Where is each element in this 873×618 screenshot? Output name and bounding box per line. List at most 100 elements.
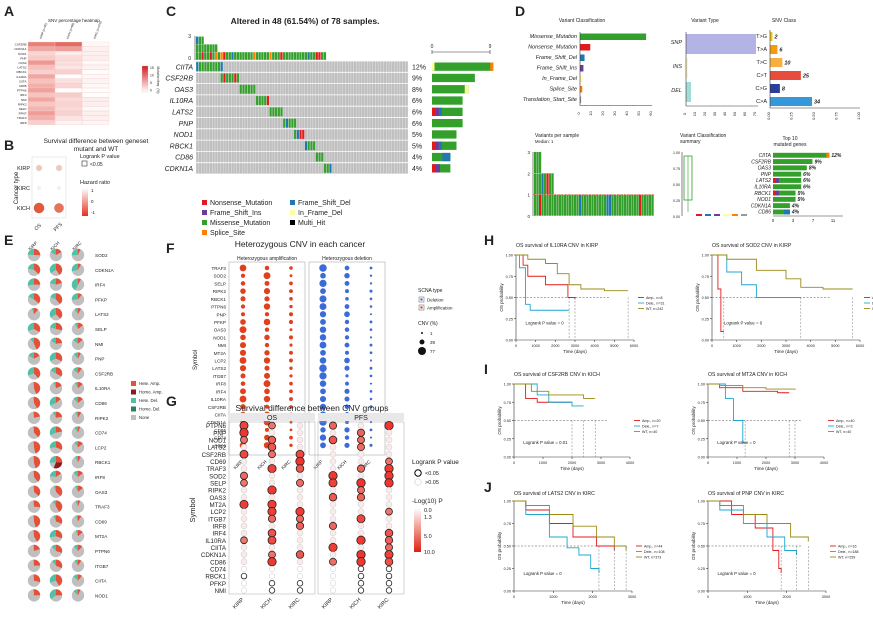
oncoplot-cell <box>209 62 212 72</box>
cnv-gene-label: IRF4 <box>216 389 226 394</box>
cnv-del-frame <box>308 261 386 456</box>
snv-heatmap-col-label: KIRP (n=30) <box>39 22 48 39</box>
oncoplot-cell <box>196 62 199 72</box>
pie-legend-swatch <box>131 415 136 420</box>
surv-os-strip <box>229 413 315 421</box>
vcs-title: summary <box>680 139 701 145</box>
vps-bar <box>646 194 649 216</box>
vps-bar <box>534 173 537 195</box>
cnv-gene-label: MT2A <box>214 351 227 356</box>
cnv-del-dot <box>369 336 373 339</box>
vps-bar <box>574 194 577 216</box>
oncoplot-pct-label: 9% <box>412 76 422 83</box>
surv-cnv-dot <box>296 501 304 508</box>
surv-cnv-title: Survival difference between CNV groups <box>236 403 389 413</box>
oncoplot-cell <box>223 73 226 83</box>
pie-slice-amp <box>34 470 41 482</box>
oncoplot-legend-swatch <box>202 230 207 235</box>
cnv-amp-dot <box>239 349 247 356</box>
km-xlabel: Time (days) <box>560 466 584 471</box>
cnv-del-dot <box>369 374 373 378</box>
vps-median: Median: 1 <box>535 139 554 144</box>
oncoplot-cell <box>220 62 223 72</box>
surv-cnv-dot <box>329 443 337 451</box>
cnv-del-dot <box>320 288 326 295</box>
panel-label-H: H <box>484 232 494 248</box>
panel-b-dot <box>55 164 63 172</box>
vt-tick: 50 <box>732 111 737 116</box>
vt-bar <box>686 58 688 78</box>
surv-cnv-dot <box>329 508 337 515</box>
snv-heatmap-cell <box>81 110 110 116</box>
pie-slice-amp <box>34 544 40 551</box>
panel-b-frame <box>31 156 67 219</box>
vps-bar <box>554 194 557 216</box>
oncoplot-side-max: 9 <box>489 44 492 50</box>
surv-cnv-dot <box>296 478 304 487</box>
km-xtick-label: 4000 <box>626 461 634 465</box>
panel-label-B: B <box>4 137 14 153</box>
cnv-del-dot <box>369 382 373 385</box>
pie-slice-amp <box>56 293 63 305</box>
surv-cnv-dot <box>240 551 248 558</box>
pie-slice-del <box>49 456 56 463</box>
km-legend-label: Amp., n=20 <box>642 419 660 423</box>
surv-legend-p-title: Logrank P value <box>412 459 459 466</box>
vps-bar <box>639 194 642 216</box>
surv-cnv-dot <box>239 471 249 480</box>
oncoplot-cell <box>225 73 229 83</box>
cnv-del-dot <box>369 289 373 293</box>
km-xtick-label: 3000 <box>597 461 605 465</box>
oncoplot-top-bar <box>196 36 199 45</box>
cnv-amp-dot <box>289 435 293 440</box>
snv-heatmap-cell <box>54 60 83 66</box>
km-xtick-label: 5000 <box>831 344 839 348</box>
surv-cnv-gene-label: CD74 <box>210 566 226 573</box>
surv-pfs-col-label: KIRC <box>377 597 391 611</box>
oncoplot-cell <box>234 73 237 83</box>
top10-pct: 5% <box>798 197 806 203</box>
pie-gene-label: SELP <box>95 327 107 332</box>
snv-bar <box>770 97 812 106</box>
cnv-amp-dot <box>264 312 270 317</box>
panel-b-legend-hr-tick: -1 <box>91 210 95 215</box>
panel-b-dot <box>57 186 61 190</box>
pie-slice-del <box>73 544 78 551</box>
pie-slice-del <box>75 485 78 492</box>
snv-heatmap-cell <box>27 55 56 61</box>
cnv-del-dot <box>319 395 327 403</box>
cnv-amp-col-label: KIRC <box>280 459 292 471</box>
km-ylabel: OS probability <box>499 283 504 312</box>
pie-slice-del <box>74 559 78 566</box>
snv-heatmap-cell <box>27 115 56 121</box>
pie-slice-amp <box>56 515 63 524</box>
vps-bar <box>576 194 579 216</box>
pie-slice-del <box>50 293 56 300</box>
snv-heatmap-cell <box>27 110 56 116</box>
snv-heatmap-cell <box>54 41 83 47</box>
pie-slice-del <box>52 559 56 566</box>
oncoplot-top-bar <box>244 52 248 60</box>
km-ytick-label: 0.75 <box>504 401 511 405</box>
surv-cnv-dot <box>384 536 394 545</box>
cnv-gene-label: RIPK2 <box>213 289 227 294</box>
pie-slice-del <box>73 352 78 359</box>
vc-label: Frame_Shift_Del <box>536 55 578 61</box>
vps-bar <box>571 194 574 216</box>
oncoplot-side-bar <box>432 62 494 71</box>
pie-slice-del <box>31 308 34 315</box>
oncoplot-side-bar <box>432 96 463 105</box>
cnv-del-dot <box>319 334 327 341</box>
pie-slice-del <box>33 589 34 596</box>
oncoplot-cell <box>253 84 256 94</box>
km-pvalue: Logrank P value = 0 <box>717 571 756 576</box>
km-xtick-label: 2000 <box>568 461 576 465</box>
cnv-amp-dot <box>289 297 293 301</box>
surv-pfs-frame <box>317 421 405 595</box>
pie-slice-amp <box>34 308 39 315</box>
oncoplot-legend-swatch <box>202 220 207 225</box>
vps-bar <box>651 194 654 216</box>
surv-cnv-dot <box>328 493 338 502</box>
snv-heatmap-cell <box>54 78 83 84</box>
